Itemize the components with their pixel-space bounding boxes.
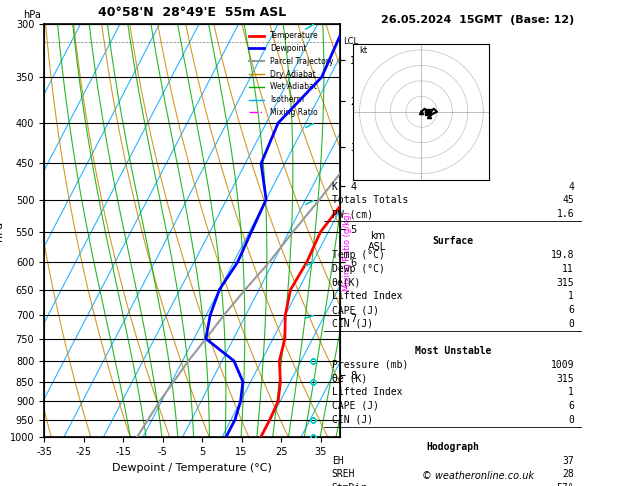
Text: 0: 0 [568,415,574,425]
Dewpoint [222,434,230,440]
Line: Dewpoint: Dewpoint [206,24,345,437]
Text: 0: 0 [568,319,574,329]
Temperature [266,417,274,423]
Dewpoint [202,336,209,342]
Text: CAPE (J): CAPE (J) [331,401,379,411]
Temperature [316,229,324,235]
Dewpoint [247,229,255,235]
Text: Totals Totals: Totals Totals [331,195,408,206]
Temperature [366,160,374,166]
Text: 37: 37 [562,456,574,466]
Parcel Trajectory [133,434,141,440]
Parcel Trajectory [156,399,164,404]
Text: 315: 315 [557,278,574,288]
Text: Surface: Surface [432,237,474,246]
Text: Pressure (mb): Pressure (mb) [331,360,408,370]
Text: Mixing Ratio (g/kg): Mixing Ratio (g/kg) [343,212,352,291]
Dewpoint [239,379,247,384]
Text: SREH: SREH [331,469,355,480]
Dewpoint [342,21,349,27]
Text: 45: 45 [562,195,574,206]
Text: Lifted Index: Lifted Index [331,291,402,301]
X-axis label: Dewpoint / Temperature (°C): Dewpoint / Temperature (°C) [113,463,272,473]
Text: StmDir: StmDir [331,483,367,486]
Text: Dewp (°C): Dewp (°C) [331,264,384,274]
Text: 1: 1 [568,387,574,397]
Text: LCL: LCL [343,37,359,46]
Text: 26.05.2024  15GMT  (Base: 12): 26.05.2024 15GMT (Base: 12) [381,15,575,25]
Dewpoint [230,358,238,364]
Text: 28: 28 [562,469,574,480]
Text: 315: 315 [557,374,574,383]
Text: Hodograph: Hodograph [426,442,479,452]
Parcel Trajectory [202,336,209,342]
Text: EH: EH [331,456,343,466]
Text: CIN (J): CIN (J) [331,319,373,329]
Temperature [389,120,396,126]
Text: 11: 11 [562,264,574,274]
Dewpoint [257,160,265,166]
Parcel Trajectory [289,229,296,235]
Text: hPa: hPa [23,10,41,20]
Dewpoint [318,74,325,80]
Temperature [303,259,311,265]
Text: 6: 6 [568,305,574,315]
Temperature [276,358,283,364]
Temperature [282,312,289,318]
Text: Temp (°C): Temp (°C) [331,250,384,260]
Text: CIN (J): CIN (J) [331,415,373,425]
Dewpoint [231,417,239,423]
Line: Parcel Trajectory: Parcel Trajectory [137,24,448,437]
Temperature [416,74,423,80]
Text: © weatheronline.co.uk: © weatheronline.co.uk [422,471,534,481]
Y-axis label: km
ASL: km ASL [368,231,386,252]
Text: CAPE (J): CAPE (J) [331,305,379,315]
Temperature [444,21,452,27]
Text: 57°: 57° [557,483,574,486]
Text: 1: 1 [568,291,574,301]
Line: Temperature: Temperature [260,24,448,437]
Temperature [287,287,294,293]
Text: 6: 6 [568,401,574,411]
Parcel Trajectory [444,21,452,27]
Legend: Temperature, Dewpoint, Parcel Trajectory, Dry Adiabat, Wet Adiabat, Isotherm, Mi: Temperature, Dewpoint, Parcel Trajectory… [245,28,337,120]
Temperature [257,434,264,440]
Text: 1009: 1009 [550,360,574,370]
Parcel Trajectory [220,312,228,318]
Parcel Trajectory [170,379,177,384]
Text: θe (K): θe (K) [331,374,367,383]
Parcel Trajectory [265,259,273,265]
Parcel Trajectory [344,160,352,166]
Dewpoint [262,197,270,203]
Dewpoint [234,259,242,265]
Parcel Trajectory [185,358,192,364]
Y-axis label: hPa: hPa [0,221,4,241]
Text: K: K [331,182,338,191]
Dewpoint [274,120,282,126]
Dewpoint [237,399,245,404]
Temperature [274,399,282,404]
Text: Most Unstable: Most Unstable [415,346,491,356]
Temperature [277,379,284,384]
Parcel Trajectory [375,120,382,126]
Parcel Trajectory [316,197,323,203]
Parcel Trajectory [242,287,249,293]
Text: Lifted Index: Lifted Index [331,387,402,397]
Dewpoint [206,312,214,318]
Text: 4: 4 [568,182,574,191]
Parcel Trajectory [144,417,152,423]
Text: 19.8: 19.8 [550,250,574,260]
Text: 1.6: 1.6 [557,209,574,219]
Text: θe(K): θe(K) [331,278,361,288]
Dewpoint [216,287,223,293]
Temperature [342,197,349,203]
Text: PW (cm): PW (cm) [331,209,373,219]
Title: 40°58'N  28°49'E  55m ASL: 40°58'N 28°49'E 55m ASL [98,6,286,19]
Text: kt: kt [360,46,368,55]
Parcel Trajectory [409,74,416,80]
Temperature [281,336,289,342]
